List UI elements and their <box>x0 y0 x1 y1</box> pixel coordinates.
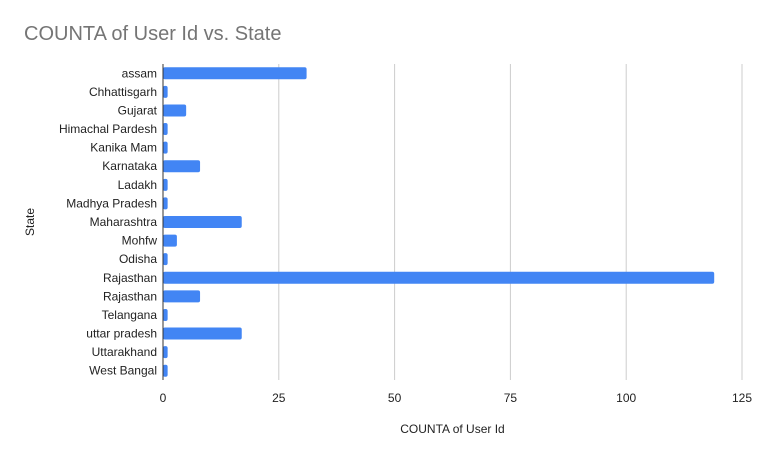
y-tick-label: Mohfw <box>122 234 158 248</box>
x-axis-title: COUNTA of User Id <box>400 422 504 436</box>
bar <box>163 234 177 247</box>
bar <box>163 141 168 154</box>
y-tick-label: West Bangal <box>89 364 157 378</box>
y-tick-label: Karnataka <box>102 159 157 173</box>
bar <box>163 85 168 98</box>
y-tick-label: uttar pradesh <box>86 327 157 341</box>
bar <box>163 364 168 377</box>
y-axis-title: State <box>23 208 37 236</box>
bar <box>163 178 168 191</box>
y-tick-label: Madhya Pradesh <box>66 196 157 210</box>
x-tick-label: 0 <box>160 391 167 405</box>
x-tick-labels: 0 25 50 75 100 125 <box>160 391 753 405</box>
chart-title: COUNTA of User Id vs. State <box>24 23 282 45</box>
bar <box>163 253 168 266</box>
y-tick-label: Odisha <box>119 252 157 266</box>
y-tick-label: Uttarakhand <box>92 345 157 359</box>
y-tick-label: Rajasthan <box>103 289 157 303</box>
y-tick-label: Ladakh <box>118 178 157 192</box>
y-tick-label: Chhattisgarh <box>89 85 157 99</box>
x-tick-label: 100 <box>616 391 636 405</box>
gridlines <box>278 64 743 380</box>
x-tick-label: 50 <box>388 391 402 405</box>
y-tick-labels: assam Chhattisgarh Gujarat Himachal Pardesh… <box>59 66 158 377</box>
bar <box>163 346 168 359</box>
x-tick-label: 75 <box>504 391 518 405</box>
y-tick-label: Maharashtra <box>90 215 158 229</box>
x-tick-label: 125 <box>732 391 752 405</box>
bar <box>163 327 242 340</box>
bar <box>163 67 307 80</box>
bar <box>163 104 187 117</box>
y-tick-label: Himachal Pardesh <box>59 122 157 136</box>
y-tick-label: Telangana <box>102 308 158 322</box>
bar <box>163 308 168 321</box>
y-tick-label: Gujarat <box>118 103 158 117</box>
y-tick-label: assam <box>122 66 157 80</box>
bar <box>163 271 715 284</box>
bar <box>163 160 201 173</box>
bar <box>163 216 242 228</box>
bars <box>163 67 715 377</box>
bar <box>163 197 168 210</box>
bar <box>163 290 201 303</box>
y-tick-label: Rajasthan <box>103 271 157 285</box>
x-tick-label: 25 <box>272 391 286 405</box>
y-tick-label: Kanika Mam <box>90 141 157 155</box>
bar <box>163 123 168 136</box>
